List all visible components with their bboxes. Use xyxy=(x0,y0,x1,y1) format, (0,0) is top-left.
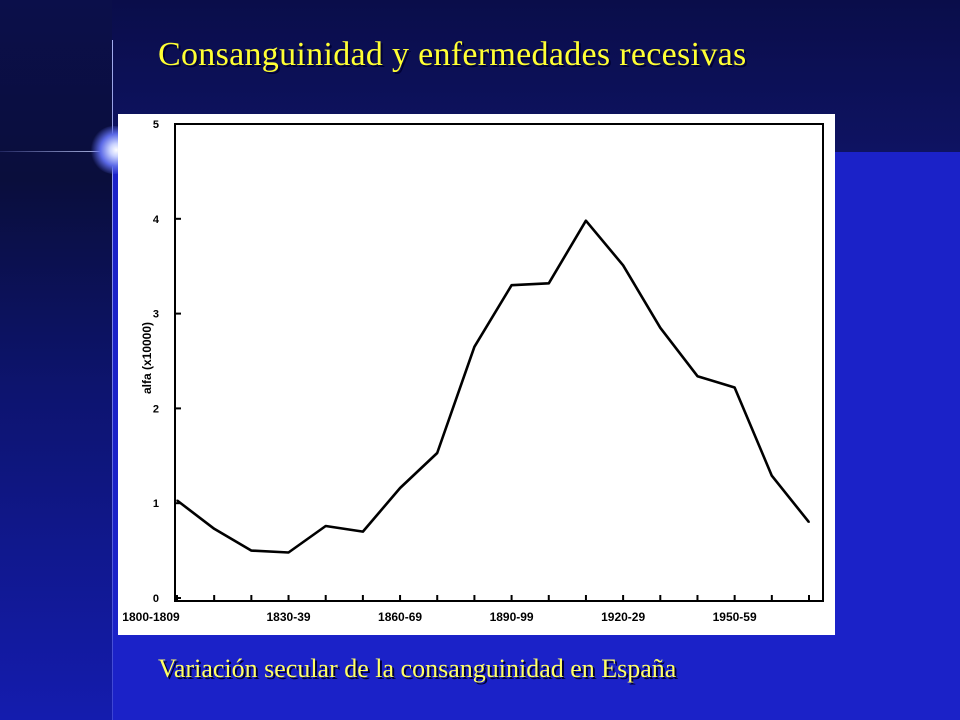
x-tick-label: 1890-99 xyxy=(490,610,534,624)
plot-border xyxy=(174,123,824,602)
data-point xyxy=(362,530,364,533)
series-line xyxy=(176,219,811,554)
y-tick-label: 4 xyxy=(153,214,160,226)
background-left-panel xyxy=(0,0,112,720)
data-point xyxy=(771,474,773,477)
data-series xyxy=(176,219,811,554)
x-tick-label: 1830-39 xyxy=(267,610,311,624)
x-tick-label: 1860-69 xyxy=(378,610,422,624)
decorative-vertical-line xyxy=(112,40,113,720)
y-axis-label: alfa (x10000) xyxy=(140,322,154,394)
data-point xyxy=(213,527,215,530)
data-point xyxy=(659,327,662,329)
data-point xyxy=(287,551,290,554)
data-point xyxy=(473,345,476,348)
y-tick-label: 3 xyxy=(153,309,159,321)
data-point xyxy=(696,375,699,377)
y-axis-ticks: 0 1 2 3 4 5 alfa (x10000) xyxy=(140,119,181,605)
data-point xyxy=(324,525,327,527)
chart-caption: Variación secular de la consanguinidad e… xyxy=(158,654,677,683)
y-tick-label: 0 xyxy=(153,593,159,605)
chart-panel: 0 1 2 3 4 5 alfa (x10000) 1800-1809 1830-39 1860… xyxy=(118,114,835,635)
x-tick-label: 1800-1809 xyxy=(122,610,180,624)
data-point xyxy=(510,284,513,286)
data-point xyxy=(176,499,178,502)
data-point xyxy=(250,549,253,552)
x-tick-label: 1920-29 xyxy=(601,610,645,624)
data-point xyxy=(622,264,624,267)
y-tick-label: 1 xyxy=(153,498,159,510)
y-tick-label: 2 xyxy=(153,403,159,415)
x-axis-ticks: 1800-1809 1830-39 1860-69 1890-99 1920-29 195… xyxy=(122,595,810,624)
y-tick-label: 5 xyxy=(153,119,159,131)
data-point xyxy=(808,521,810,523)
data-point xyxy=(733,386,736,389)
line-chart: 0 1 2 3 4 5 alfa (x10000) 1800-1809 1830-39 1860… xyxy=(122,119,824,624)
data-point xyxy=(585,219,587,222)
slide-title: Consanguinidad y enfermedades recesivas xyxy=(158,36,747,73)
plot-frame xyxy=(174,123,824,602)
data-point xyxy=(399,487,401,489)
data-point xyxy=(436,452,439,454)
x-tick-label: 1950-59 xyxy=(713,610,757,624)
data-point xyxy=(547,282,550,285)
decorative-horizontal-line xyxy=(0,151,112,152)
